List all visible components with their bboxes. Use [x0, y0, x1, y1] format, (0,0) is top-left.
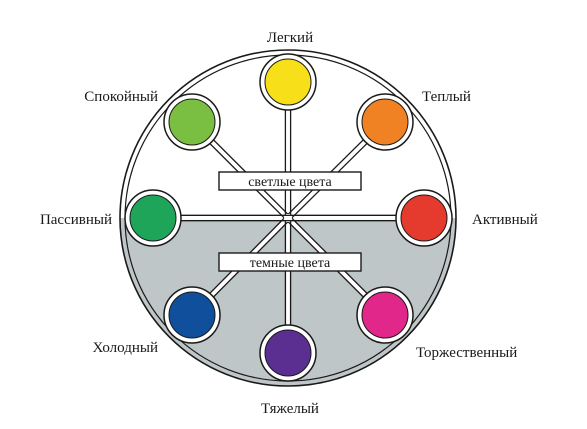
node-passive-color-disc [129, 194, 177, 242]
node-passive-label: Пассивный [40, 212, 112, 228]
light-colors-label: светлые цвета [248, 175, 332, 190]
node-warm-color-disc [361, 98, 409, 146]
node-solemn-label: Торжественный [416, 345, 517, 361]
dark-colors-band: темные цвета [218, 252, 362, 272]
node-calm-color-disc [168, 98, 216, 146]
node-heavy-label: Тяжелый [261, 401, 319, 417]
color-nodes [124, 53, 453, 382]
light-colors-band: светлые цвета [218, 171, 362, 191]
node-cold-label: Холодный [92, 340, 158, 356]
node-active-color-disc [400, 194, 448, 242]
wheel-outer-ring [119, 49, 457, 387]
node-cold-color-disc [168, 291, 216, 339]
node-light-label: Легкий [267, 30, 313, 46]
node-warm-label: Теплый [422, 89, 471, 105]
node-active-label: Активный [472, 212, 538, 228]
node-solemn-color-disc [361, 291, 409, 339]
node-heavy-color-disc [264, 329, 312, 377]
node-labels: Легкий Теплый Активный Торжественный Тяжелый… [40, 30, 538, 417]
node-calm-label: Спокойный [84, 89, 158, 105]
node-light-color-disc [264, 58, 312, 106]
dark-colors-label: темные цвета [250, 256, 331, 271]
